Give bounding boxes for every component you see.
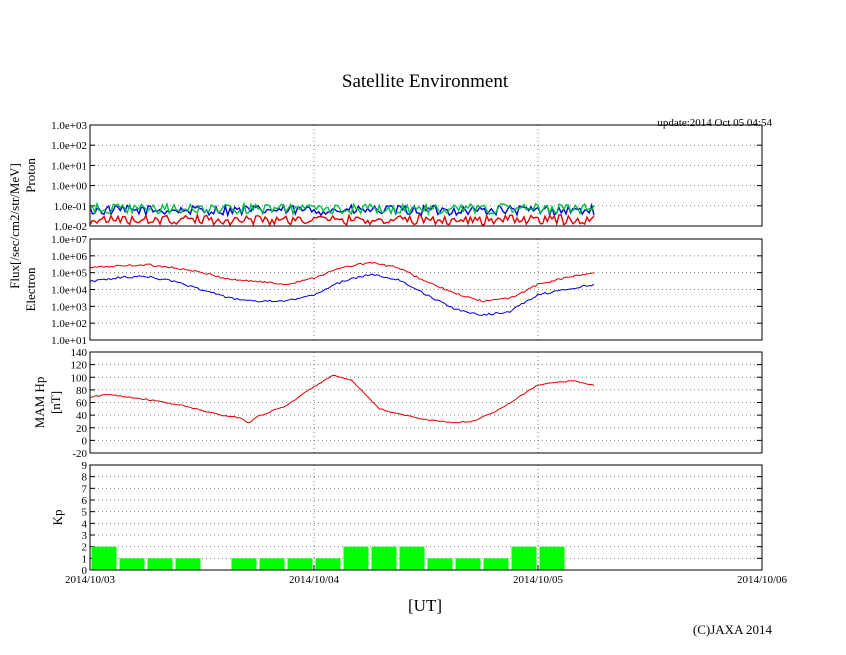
series-electron-1 <box>89 273 595 316</box>
y-tick-label: 1.0e+03 <box>51 301 87 313</box>
kp-bar <box>287 558 313 570</box>
y-tick-label: 3 <box>82 530 88 542</box>
panel-frame <box>89 124 763 227</box>
panel-frame <box>89 351 763 454</box>
y-tick-label: 1.0e+01 <box>51 160 87 172</box>
y-tick-label: 4 <box>82 518 88 530</box>
kp-bar <box>455 558 481 570</box>
y-tick-label: 0 <box>82 435 88 447</box>
kp-bar <box>343 546 369 570</box>
kp-bar <box>371 546 397 570</box>
kp-bar <box>539 546 565 570</box>
panel-electron: 1.0e+01 1.0e+02 1.0e+03 1.0e+04 1.0e+05 1.0e+… <box>23 234 763 347</box>
y-tick-label: 1.0e-01 <box>54 201 87 213</box>
y-tick-label: 1.0e+03 <box>51 120 87 132</box>
y-tick-label: 1.0e+02 <box>51 318 87 330</box>
kp-bar <box>119 558 145 570</box>
y-tick-label: 1.0e+04 <box>51 285 87 297</box>
y-tick-label: 1.0e+05 <box>51 268 87 280</box>
y-tick-label: 2 <box>82 542 88 554</box>
kp-bar <box>259 558 285 570</box>
chart-title: Satellite Environment <box>342 71 509 92</box>
y-axis-unit: [nT] <box>48 391 63 414</box>
kp-bar <box>427 558 453 570</box>
kp-bar <box>91 546 117 570</box>
y-tick-label: 1.0e-02 <box>54 221 87 233</box>
y-tick-label: 1.0e+00 <box>51 181 87 193</box>
x-tick-label: 2014/10/05 <box>513 574 564 586</box>
y-tick-label: 0 <box>82 565 88 577</box>
y-tick-label: 20 <box>76 423 88 435</box>
copyright: (C)JAXA 2014 <box>693 622 773 637</box>
series-proton-1 <box>89 201 595 217</box>
y-tick-label: 40 <box>76 410 88 422</box>
kp-bar <box>231 558 257 570</box>
flux-label-text: Flux[/sec/cm2/str/MeV] <box>7 163 22 289</box>
x-tick-label: 2014/10/06 <box>737 574 788 586</box>
y-tick-label: 1.0e+06 <box>51 251 87 263</box>
x-tick-label: 2014/10/04 <box>289 574 340 586</box>
panels: 1.0e-021.0e-011.0e+001.0e+011.0e+021.0e+… <box>23 120 788 586</box>
kp-bar <box>483 558 509 570</box>
kp-bar <box>315 558 341 570</box>
y-tick-label: 1 <box>82 553 88 565</box>
panel-frame <box>89 464 763 571</box>
y-tick-label: 80 <box>76 385 88 397</box>
y-tick-label: 120 <box>71 360 88 372</box>
series-proton-2 <box>89 212 595 227</box>
kp-bar <box>511 546 537 570</box>
x-tick-label: 2014/10/03 <box>65 574 116 586</box>
y-tick-label: 1.0e+02 <box>51 140 87 152</box>
y-tick-label: 5 <box>82 507 88 519</box>
panel-frame <box>89 238 763 341</box>
y-tick-label: 9 <box>82 460 88 472</box>
y-tick-label: -20 <box>72 448 87 460</box>
kp-bar <box>147 558 173 570</box>
series-electron-0 <box>89 261 595 303</box>
y-tick-label: 1.0e+07 <box>51 234 87 246</box>
series-mam_hp-0 <box>89 374 595 424</box>
x-axis-label: [UT] <box>408 596 442 615</box>
y-tick-label: 7 <box>82 483 88 495</box>
y-axis-label: Kp <box>50 510 65 526</box>
y-tick-label: 6 <box>82 495 88 507</box>
update-timestamp: update:2014 Oct 05 04:54 <box>657 117 772 129</box>
y-tick-label: 140 <box>71 347 88 359</box>
y-tick-label: 60 <box>76 398 88 410</box>
kp-bar <box>399 546 425 570</box>
y-tick-label: 1.0e+01 <box>51 335 87 347</box>
y-axis-label: MAM Hp <box>32 377 47 429</box>
y-tick-label: 100 <box>71 372 88 384</box>
y-tick-label: 8 <box>82 472 88 484</box>
y-axis-label: Proton <box>23 158 38 193</box>
panel-proton: 1.0e-02 1.0e-01 1.0e+00 1.0e+01 1.0e+02 1.0e+… <box>23 120 763 233</box>
flux-axis-label: Flux[/sec/cm2/str/MeV] <box>7 163 22 289</box>
kp-bar <box>175 558 201 570</box>
y-axis-label: Electron <box>23 267 38 312</box>
